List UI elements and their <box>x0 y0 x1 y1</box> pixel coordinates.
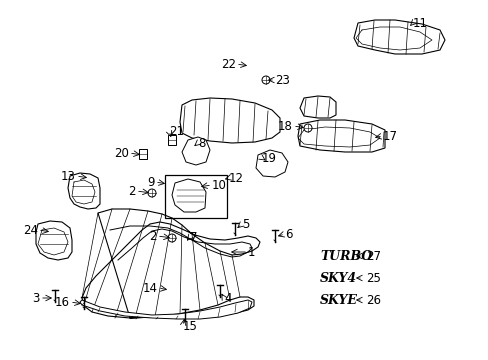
Text: SKYE: SKYE <box>319 293 357 306</box>
Polygon shape <box>353 20 444 54</box>
Polygon shape <box>68 173 100 209</box>
Text: 9: 9 <box>147 176 155 189</box>
Text: 27: 27 <box>365 249 380 262</box>
Text: 11: 11 <box>412 17 427 30</box>
Text: 13: 13 <box>61 170 76 183</box>
Text: 24: 24 <box>23 224 38 237</box>
Text: 8: 8 <box>198 136 205 149</box>
Polygon shape <box>80 300 251 319</box>
Text: TURBO: TURBO <box>319 249 371 262</box>
Text: 17: 17 <box>382 130 397 143</box>
Text: 22: 22 <box>221 58 236 71</box>
Text: 18: 18 <box>278 120 292 132</box>
Text: 25: 25 <box>365 271 380 284</box>
Circle shape <box>168 234 176 242</box>
Text: 1: 1 <box>247 246 255 258</box>
Bar <box>139 149 147 159</box>
Polygon shape <box>36 221 72 260</box>
Polygon shape <box>299 96 335 118</box>
Text: SKY4: SKY4 <box>319 271 356 284</box>
Text: 3: 3 <box>33 292 40 305</box>
Text: 21: 21 <box>169 125 183 138</box>
Text: 23: 23 <box>274 73 289 86</box>
Text: 4: 4 <box>224 292 231 305</box>
Circle shape <box>262 76 269 84</box>
Text: 5: 5 <box>242 217 249 230</box>
Text: 12: 12 <box>228 171 244 185</box>
Text: 26: 26 <box>365 293 380 306</box>
Polygon shape <box>82 209 260 318</box>
Polygon shape <box>172 179 205 212</box>
Polygon shape <box>297 120 384 152</box>
Circle shape <box>304 124 311 132</box>
Text: 15: 15 <box>183 320 198 333</box>
Text: 2: 2 <box>149 230 157 243</box>
Polygon shape <box>256 150 287 177</box>
Text: 14: 14 <box>142 282 158 294</box>
Polygon shape <box>180 98 280 143</box>
Text: 19: 19 <box>262 152 276 165</box>
Bar <box>168 135 176 145</box>
Text: 10: 10 <box>212 179 226 192</box>
Bar <box>164 175 226 218</box>
Text: 2: 2 <box>128 185 136 198</box>
Circle shape <box>148 189 156 197</box>
Polygon shape <box>182 137 209 165</box>
Text: 7: 7 <box>190 230 197 243</box>
Text: 16: 16 <box>55 296 70 309</box>
Text: 6: 6 <box>285 228 292 240</box>
Text: 20: 20 <box>114 147 129 159</box>
